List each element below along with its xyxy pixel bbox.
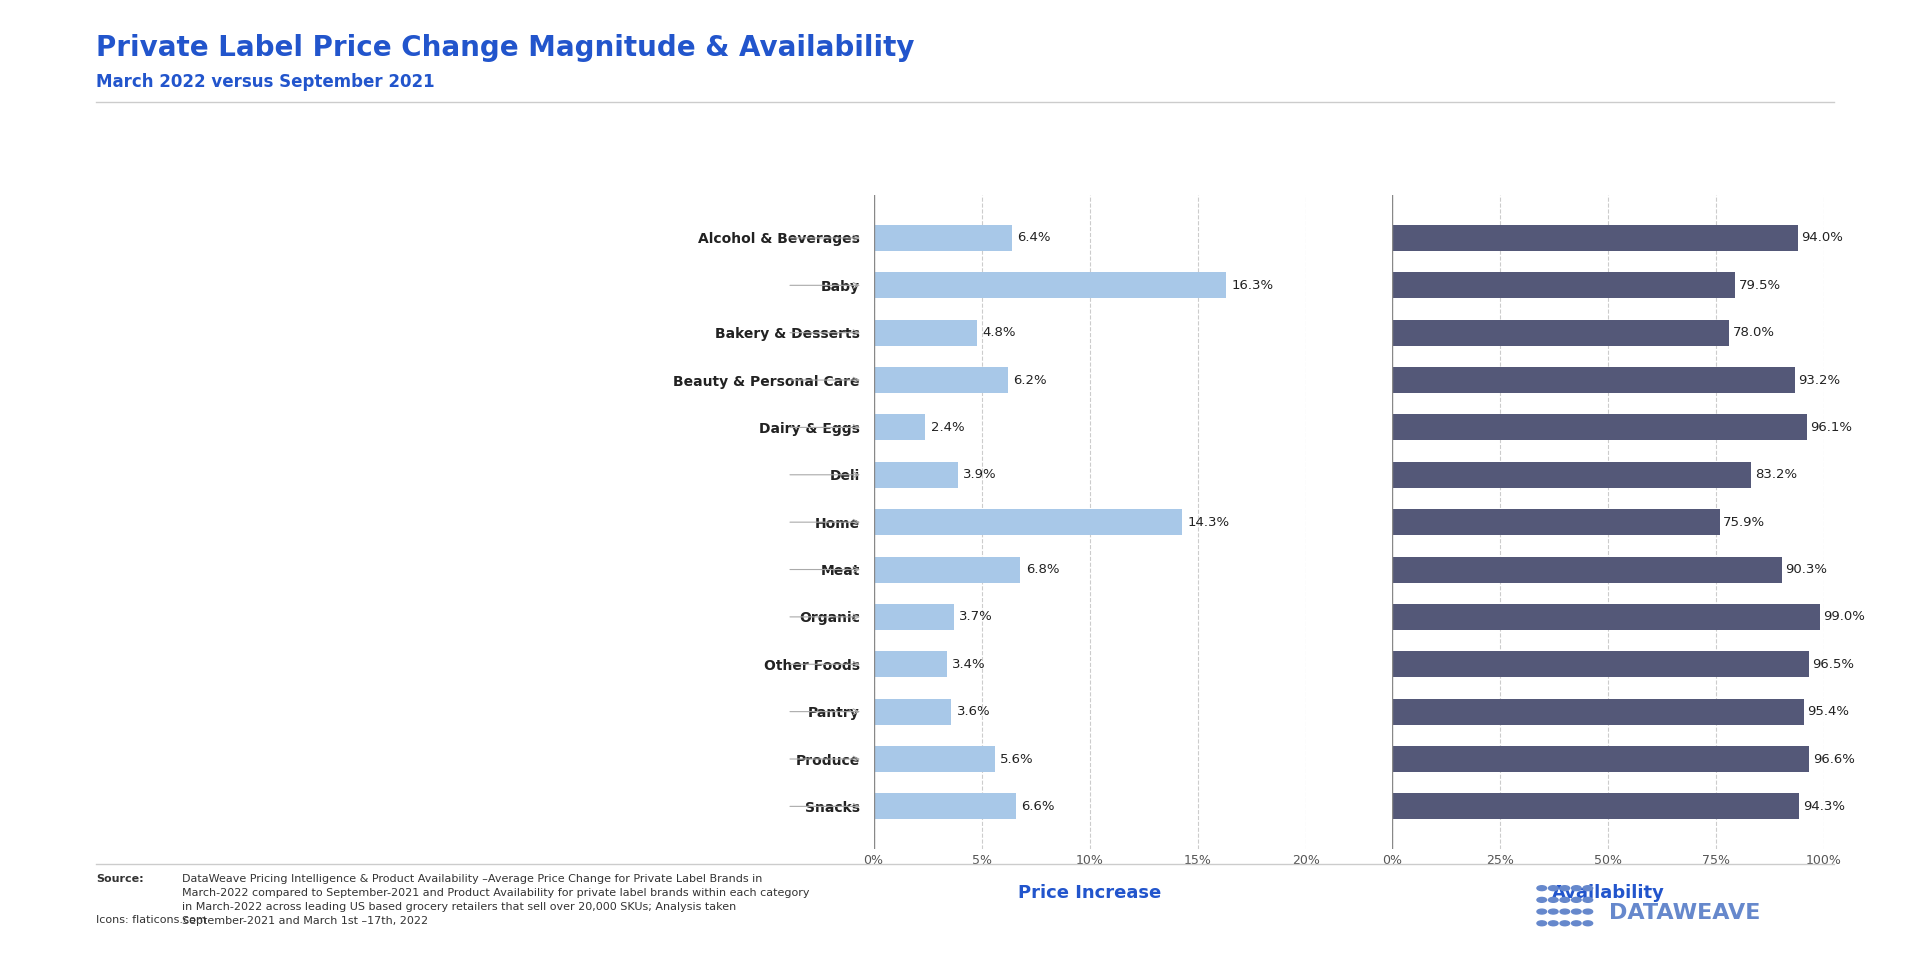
Text: DATAWEAVE: DATAWEAVE	[1609, 903, 1761, 922]
Text: 16.3%: 16.3%	[1231, 279, 1273, 292]
Bar	[874, 415, 925, 440]
Text: 2.4%: 2.4%	[931, 421, 964, 434]
Text: 3.7%: 3.7%	[958, 610, 993, 624]
Bar	[874, 793, 1016, 820]
Bar	[1392, 367, 1795, 393]
Text: 95.4%: 95.4%	[1807, 705, 1849, 718]
Text: 78.0%: 78.0%	[1732, 326, 1774, 340]
Bar	[874, 604, 954, 630]
Text: 96.5%: 96.5%	[1812, 658, 1855, 671]
Bar	[1392, 462, 1751, 488]
Bar	[1392, 746, 1809, 772]
X-axis label: Price Increase: Price Increase	[1018, 883, 1162, 902]
Text: Source:: Source:	[96, 874, 144, 883]
Text: 79.5%: 79.5%	[1740, 279, 1782, 292]
Text: Private Label Price Change Magnitude & Availability: Private Label Price Change Magnitude & A…	[96, 34, 914, 62]
Bar	[874, 320, 977, 346]
Bar	[874, 699, 952, 724]
Bar	[874, 746, 995, 772]
Bar	[1392, 556, 1782, 583]
Bar	[1392, 793, 1799, 820]
Text: 3.6%: 3.6%	[956, 705, 991, 718]
Bar	[1392, 699, 1805, 724]
Bar	[874, 509, 1183, 535]
Text: 99.0%: 99.0%	[1824, 610, 1864, 624]
Text: 5.6%: 5.6%	[1000, 752, 1033, 765]
Text: DataWeave Pricing Intelligence & Product Availability –Average Price Change for : DataWeave Pricing Intelligence & Product…	[182, 874, 810, 925]
Text: 6.6%: 6.6%	[1021, 800, 1056, 813]
Text: 3.4%: 3.4%	[952, 658, 987, 671]
Bar	[874, 556, 1021, 583]
Bar	[874, 224, 1012, 251]
Text: 94.3%: 94.3%	[1803, 800, 1845, 813]
Bar	[874, 367, 1008, 393]
Text: 75.9%: 75.9%	[1724, 515, 1766, 529]
Bar	[874, 651, 947, 677]
Bar	[1392, 651, 1809, 677]
Text: 6.2%: 6.2%	[1014, 374, 1046, 386]
Bar	[1392, 320, 1728, 346]
Text: 3.9%: 3.9%	[964, 468, 996, 481]
Text: 96.1%: 96.1%	[1811, 421, 1853, 434]
Text: 6.4%: 6.4%	[1018, 231, 1050, 244]
Text: 96.6%: 96.6%	[1812, 752, 1855, 765]
Bar	[1392, 415, 1807, 440]
X-axis label: Availability: Availability	[1551, 883, 1665, 902]
Text: 90.3%: 90.3%	[1786, 563, 1828, 576]
Text: 14.3%: 14.3%	[1188, 515, 1231, 529]
Text: 94.0%: 94.0%	[1801, 231, 1843, 244]
Bar	[1392, 272, 1736, 299]
Bar	[874, 462, 958, 488]
Text: 6.8%: 6.8%	[1025, 563, 1060, 576]
Bar	[1392, 604, 1820, 630]
Text: Icons: flaticons.com: Icons: flaticons.com	[96, 915, 207, 924]
Bar	[1392, 509, 1720, 535]
Text: March 2022 versus September 2021: March 2022 versus September 2021	[96, 73, 434, 91]
Bar	[1392, 224, 1797, 251]
Text: 93.2%: 93.2%	[1797, 374, 1839, 386]
Text: 4.8%: 4.8%	[983, 326, 1016, 340]
Bar	[874, 272, 1225, 299]
Text: 83.2%: 83.2%	[1755, 468, 1797, 481]
